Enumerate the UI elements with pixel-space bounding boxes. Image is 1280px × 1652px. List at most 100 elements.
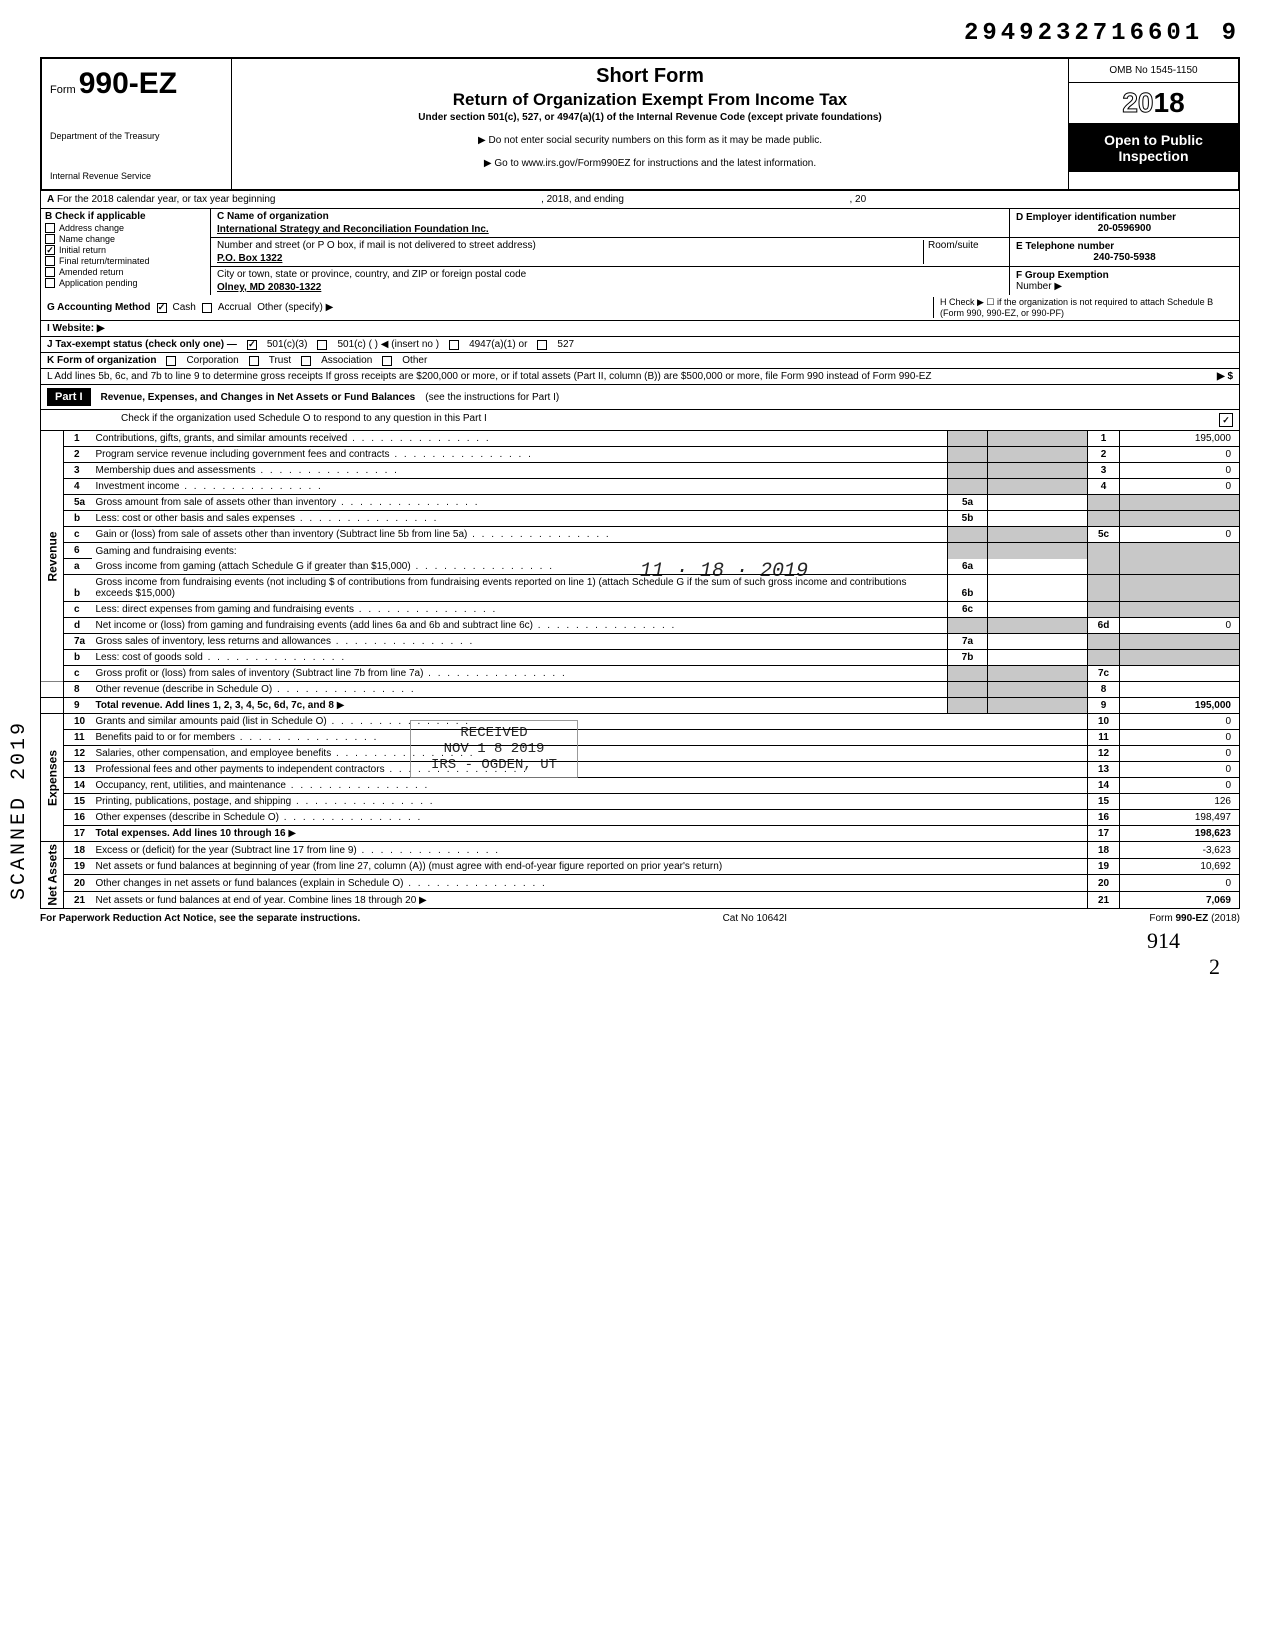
colb-checkbox-5[interactable] xyxy=(45,278,55,288)
l15-desc: Printing, publications, postage, and shi… xyxy=(92,794,1088,810)
l6c-num: c xyxy=(64,602,92,618)
colb-checkbox-0[interactable] xyxy=(45,223,55,233)
side-revenue: Revenue xyxy=(41,431,64,682)
l3-amt: 0 xyxy=(1120,463,1240,479)
l12-box: 12 xyxy=(1088,746,1120,762)
colb-label-1: Name change xyxy=(59,234,115,244)
h-note: H Check ▶ ☐ if the organization is not r… xyxy=(933,297,1233,318)
527-label: 527 xyxy=(557,339,574,350)
l6b-desc: Gross income from fundraising events (no… xyxy=(92,575,948,602)
assoc-checkbox[interactable] xyxy=(301,356,311,366)
row-a-label: A xyxy=(47,194,54,205)
note-url: ▶ Go to www.irs.gov/Form990EZ for instru… xyxy=(242,158,1058,169)
cash-checkbox[interactable]: ✓ xyxy=(157,303,167,313)
footer-left: For Paperwork Reduction Act Notice, see … xyxy=(40,913,360,924)
colb-label-0: Address change xyxy=(59,223,124,233)
4947-checkbox[interactable] xyxy=(449,340,459,350)
group-exemption-label: F Group Exemption xyxy=(1016,270,1109,281)
l17-amt: 198,623 xyxy=(1120,826,1240,842)
l7a-desc: Gross sales of inventory, less returns a… xyxy=(92,634,948,650)
l7b-num: b xyxy=(64,650,92,666)
l5a-num: 5a xyxy=(64,495,92,511)
l9-desc: Total revenue. Add lines 1, 2, 3, 4, 5c,… xyxy=(92,698,948,714)
l7a-num: 7a xyxy=(64,634,92,650)
colb-checkbox-4[interactable] xyxy=(45,267,55,277)
l10-num: 10 xyxy=(64,714,92,730)
l18-num: 18 xyxy=(64,842,92,859)
colb-checkbox-2[interactable]: ✓ xyxy=(45,245,55,255)
l4-amt: 0 xyxy=(1120,479,1240,495)
l20-num: 20 xyxy=(64,875,92,892)
l21-num: 21 xyxy=(64,891,92,908)
l5b-desc: Less: cost or other basis and sales expe… xyxy=(92,511,948,527)
l13-amt: 0 xyxy=(1120,762,1240,778)
l13-box: 13 xyxy=(1088,762,1120,778)
l1-box: 1 xyxy=(1088,431,1120,447)
l21-box: 21 xyxy=(1088,891,1120,908)
tax-year: 2018 xyxy=(1069,83,1238,124)
l13-num: 13 xyxy=(64,762,92,778)
name-label: C Name of organization xyxy=(217,211,1003,222)
l3-box: 3 xyxy=(1088,463,1120,479)
l15-box: 15 xyxy=(1088,794,1120,810)
footer-mid: Cat No 10642I xyxy=(723,913,788,924)
col-b-checkboxes: B Check if applicable Address changeName… xyxy=(41,209,211,295)
527-checkbox[interactable] xyxy=(537,340,547,350)
colb-item-5: Application pending xyxy=(45,278,206,288)
org-address: P.O. Box 1322 xyxy=(217,253,923,264)
colb-label-2: Initial return xyxy=(59,245,106,255)
colb-item-2: ✓ Initial return xyxy=(45,245,206,255)
col-c-org-info: C Name of organization International Str… xyxy=(211,209,1009,295)
l6-desc: Gaming and fundraising events: xyxy=(92,543,948,559)
l1-amt: 195,000 xyxy=(1120,431,1240,447)
l1-desc: Contributions, gifts, grants, and simila… xyxy=(92,431,948,447)
l15-amt: 126 xyxy=(1120,794,1240,810)
l16-box: 16 xyxy=(1088,810,1120,826)
row-i-website: I Website: ▶ xyxy=(40,321,1240,337)
l11-desc: Benefits paid to or for members xyxy=(92,730,1088,746)
l6a-num: a xyxy=(64,559,92,575)
website-label: I Website: ▶ xyxy=(47,323,105,334)
ein-value: 20-0596900 xyxy=(1016,223,1233,234)
part1-checkbox[interactable]: ✓ xyxy=(1219,413,1233,427)
l14-num: 14 xyxy=(64,778,92,794)
l19-num: 19 xyxy=(64,858,92,875)
l15-num: 15 xyxy=(64,794,92,810)
col-d-ids: D Employer identification number 20-0596… xyxy=(1009,209,1239,295)
city-label: City or town, state or province, country… xyxy=(217,269,1003,280)
l7a-ib: 7a xyxy=(948,634,988,650)
side-net-assets: Net Assets xyxy=(41,842,64,909)
l8-num: 8 xyxy=(64,682,92,698)
handwriting-2: 2 xyxy=(40,954,1240,980)
l10-amt: 0 xyxy=(1120,714,1240,730)
501c-checkbox[interactable] xyxy=(317,340,327,350)
l16-desc: Other expenses (describe in Schedule O) xyxy=(92,810,1088,826)
l17-desc: Total expenses. Add lines 10 through 16 xyxy=(92,826,1088,842)
row-a-text: For the 2018 calendar year, or tax year … xyxy=(57,194,275,205)
row-l-gross-receipts: L Add lines 5b, 6c, and 7b to line 9 to … xyxy=(40,369,1240,385)
lines-table: Revenue 1 Contributions, gifts, grants, … xyxy=(40,431,1240,909)
tel-value: 240-750-5938 xyxy=(1016,252,1233,263)
l2-box: 2 xyxy=(1088,447,1120,463)
colb-item-1: Name change xyxy=(45,234,206,244)
year-outline: 20 xyxy=(1122,87,1153,118)
colb-checkbox-1[interactable] xyxy=(45,234,55,244)
colb-item-3: Final return/terminated xyxy=(45,256,206,266)
assoc-label: Association xyxy=(321,355,372,366)
l13-desc: Professional fees and other payments to … xyxy=(92,762,1088,778)
501c3-checkbox[interactable]: ✓ xyxy=(247,340,257,350)
trust-checkbox[interactable] xyxy=(249,356,259,366)
dept-treasury: Department of the Treasury xyxy=(50,131,223,141)
section-bcd: B Check if applicable Address changeName… xyxy=(40,209,1240,295)
l6b-ib: 6b xyxy=(948,575,988,602)
colb-item-4: Amended return xyxy=(45,267,206,277)
colb-checkbox-3[interactable] xyxy=(45,256,55,266)
l11-box: 11 xyxy=(1088,730,1120,746)
other-org-checkbox[interactable] xyxy=(382,356,392,366)
l6d-num: d xyxy=(64,618,92,634)
l7c-amt xyxy=(1120,666,1240,682)
org-city: Olney, MD 20830-1322 xyxy=(217,282,1003,293)
accrual-checkbox[interactable] xyxy=(202,303,212,313)
l6a-ib: 6a xyxy=(948,559,988,575)
corp-checkbox[interactable] xyxy=(166,356,176,366)
